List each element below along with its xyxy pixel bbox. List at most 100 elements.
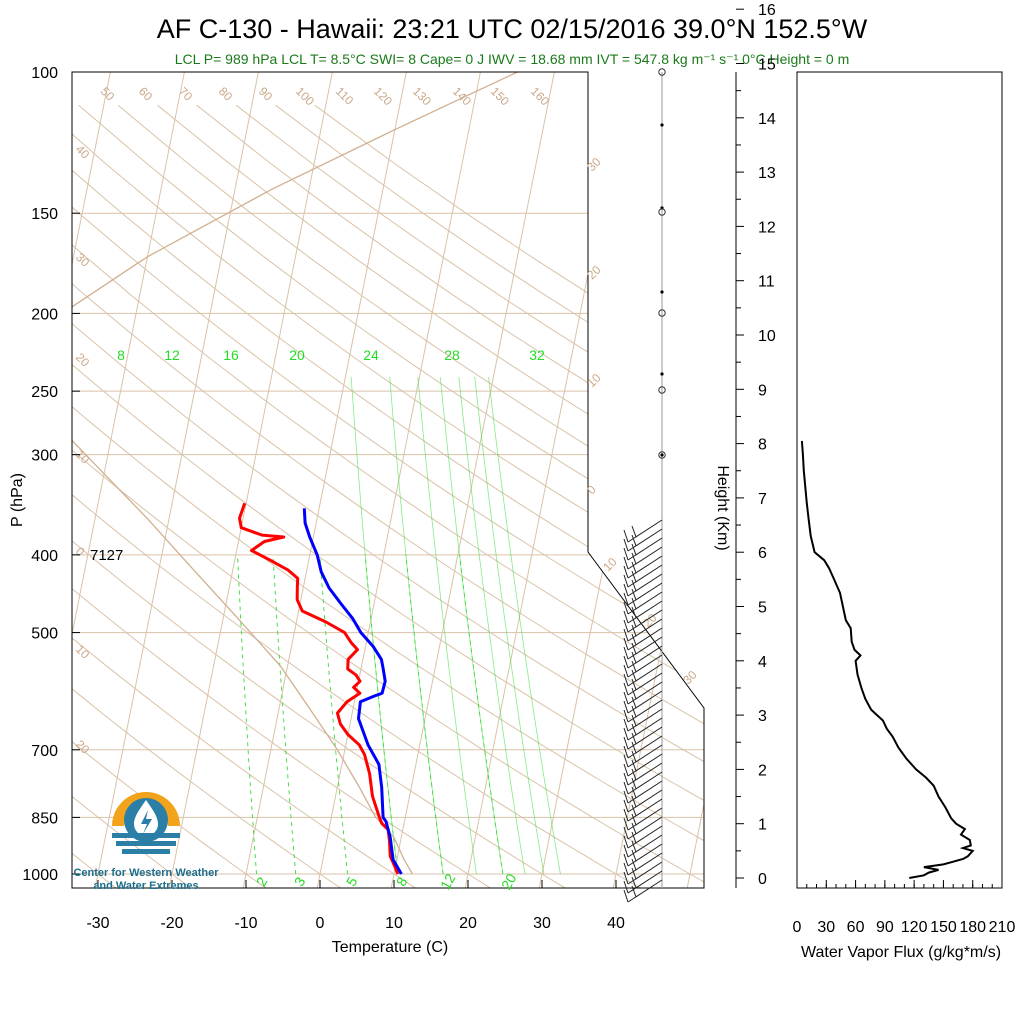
wind-point	[660, 372, 664, 376]
wind-barb-flag	[631, 597, 637, 610]
calm-wind-circle	[658, 386, 666, 394]
wind-barb-flag	[623, 664, 629, 678]
wind-barb-flag	[623, 628, 629, 642]
wind-barb-flag	[623, 835, 629, 849]
height-tick-label: 10	[758, 328, 776, 345]
wind-barb-flag	[623, 637, 629, 651]
wind-barb-flag	[631, 858, 637, 871]
chart-subtitle: LCL P= 989 hPa LCL T= 8.5°C SWI= 8 Cape=…	[175, 51, 850, 67]
wind-barb-flag	[623, 709, 629, 723]
logo-bolt-icon	[141, 810, 152, 834]
wind-barb-flag	[631, 714, 637, 727]
mixing-ratio-dashed-line	[272, 554, 297, 875]
wind-barb-flag	[623, 844, 629, 858]
wind-barb-flag	[623, 808, 629, 822]
wind-barb-flag	[631, 624, 637, 637]
flux-tick-label: 210	[989, 919, 1016, 936]
wind-barb-flag	[631, 831, 637, 844]
isotherm-line	[94, 72, 259, 888]
mixing-ratio-line	[417, 376, 477, 875]
wind-barb-flag	[631, 768, 637, 781]
temperature-tick-label: 20	[459, 915, 477, 932]
wind-barb-flag	[631, 561, 637, 574]
wind-barb-flag	[623, 799, 629, 813]
dry-adiabat-line	[72, 104, 704, 888]
pressure-tick-label: 250	[31, 384, 58, 401]
wind-barb-flag	[631, 534, 637, 547]
dry-adiabat-line	[78, 104, 704, 888]
mixing-ratio-line	[488, 376, 561, 875]
temperature-tick-label: -10	[234, 915, 257, 932]
wind-barb-flag	[623, 538, 629, 552]
wind-barb-flag	[623, 556, 629, 570]
wind-barb-flag	[631, 813, 637, 826]
wind-barb-flag	[631, 795, 637, 808]
wind-barb-flag	[631, 570, 637, 583]
wind-barb-flag	[631, 525, 637, 538]
height-tick-label: 13	[758, 165, 776, 182]
wind-barb-flag	[631, 759, 637, 772]
mixing-ratio-label: 16	[223, 347, 239, 363]
height-tick-label: 16	[758, 2, 776, 19]
wind-barb-flag	[623, 583, 629, 597]
wind-barb-flag	[631, 705, 637, 718]
wind-barb-flag	[631, 579, 637, 592]
wind-barb-flag	[623, 691, 629, 705]
temperature-tick-label: -30	[86, 915, 109, 932]
wind-barb-flag	[631, 696, 637, 709]
wind-barb-flag	[623, 718, 629, 732]
dry-adiabat-line	[72, 104, 271, 888]
temperature-tick-label: -20	[160, 915, 183, 932]
mixing-ratio-label: 24	[363, 347, 379, 363]
height-tick-label: 4	[758, 654, 767, 671]
mixing-ratio-bottom-label: 20	[498, 871, 520, 893]
isotherm-line	[464, 72, 629, 888]
wind-barb-flag	[631, 543, 637, 556]
wind-barb-flag	[631, 723, 637, 736]
wind-barb-flag	[631, 750, 637, 763]
wind-barb-flag	[631, 633, 637, 646]
height-tick-label: 12	[758, 219, 776, 236]
wind-barb-flag	[623, 673, 629, 687]
logo-wave-3	[122, 849, 170, 854]
parcel-path-line	[72, 72, 518, 875]
wind-barb-flag	[631, 660, 637, 673]
wind-barb-flag	[623, 682, 629, 696]
wind-barb-flag	[623, 754, 629, 768]
mixing-ratio-line	[458, 376, 526, 875]
mixing-ratio-dashed-line	[237, 554, 257, 875]
height-tick-label: 2	[758, 762, 767, 779]
mixing-ratio-dashed-line	[459, 554, 504, 875]
temperature-tick-label: 10	[385, 915, 403, 932]
cw3e-logo: Center for Western Weather and Water Ext…	[73, 792, 219, 892]
mixing-ratio-label: 8	[117, 347, 125, 363]
wind-point	[660, 290, 664, 294]
wind-barb-flag	[623, 817, 629, 831]
mixing-ratio-line	[350, 376, 399, 875]
flux-tick-label: 150	[930, 919, 957, 936]
wind-barb-flag	[623, 880, 629, 894]
temperature-profile-line	[238, 502, 400, 875]
wind-barb-flag	[623, 574, 629, 588]
dry-adiabat-line	[72, 104, 346, 888]
wind-barb-flag	[631, 885, 637, 898]
wind-barb-flag	[631, 741, 637, 754]
mixing-ratio-dashed-line	[405, 554, 444, 875]
flux-profile	[800, 440, 975, 879]
skewt-frame	[71, 71, 705, 889]
wind-barb-flag	[623, 727, 629, 741]
flux-tick-label: 90	[876, 919, 894, 936]
wind-barb-flag	[623, 889, 629, 903]
isotherm-line	[72, 72, 185, 888]
dry-adiabat-line	[72, 104, 704, 888]
wind-barb-flag	[623, 655, 629, 669]
wind-barb-flag	[623, 547, 629, 561]
flux-tick-label: 0	[793, 919, 802, 936]
wind-point	[660, 453, 664, 457]
mixing-ratio-dashed-line	[319, 554, 348, 875]
pressure-tick-label: 500	[31, 626, 58, 643]
logo-wave-1	[112, 833, 180, 838]
pressure-tick-label: 700	[31, 743, 58, 760]
